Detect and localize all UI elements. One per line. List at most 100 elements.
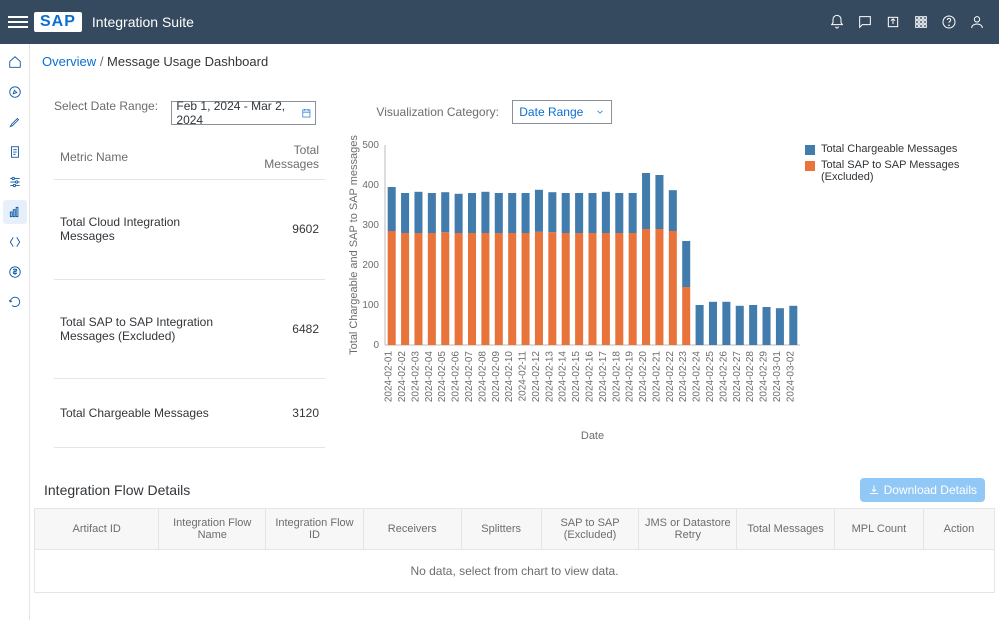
details-table-header: Artifact ID Integration Flow Name Integr…: [34, 508, 995, 550]
legend-label: Total SAP to SAP Messages (Excluded): [821, 159, 975, 183]
svg-text:2024-02-16: 2024-02-16: [585, 351, 596, 403]
breadcrumb-current: Message Usage Dashboard: [107, 54, 268, 69]
calendar-icon: [301, 107, 312, 119]
main-content: Overview / Message Usage Dashboard Selec…: [30, 44, 999, 620]
details-section-title: Integration Flow Details: [44, 482, 190, 498]
menu-toggle[interactable]: [8, 12, 28, 32]
col-header: Action: [924, 509, 994, 549]
svg-text:2024-02-02: 2024-02-02: [397, 351, 408, 403]
svg-text:300: 300: [362, 220, 379, 231]
nav-inspect-icon[interactable]: [3, 230, 27, 254]
svg-text:2024-02-25: 2024-02-25: [705, 351, 716, 403]
nav-refresh-icon[interactable]: [3, 290, 27, 314]
svg-text:2024-02-26: 2024-02-26: [718, 351, 729, 403]
svg-text:2024-02-06: 2024-02-06: [451, 351, 462, 403]
svg-text:2024-03-01: 2024-03-01: [772, 351, 783, 403]
side-nav: [0, 44, 30, 620]
help-icon[interactable]: [935, 8, 963, 36]
grid-icon[interactable]: [907, 8, 935, 36]
nav-home-icon[interactable]: [3, 50, 27, 74]
col-header: Artifact ID: [35, 509, 159, 549]
metric-name: Total Chargeable Messages: [54, 379, 243, 448]
svg-text:2024-02-12: 2024-02-12: [531, 351, 542, 403]
svg-text:2024-02-17: 2024-02-17: [598, 351, 609, 403]
download-details-label: Download Details: [884, 483, 977, 497]
share-icon[interactable]: [879, 8, 907, 36]
nav-design-icon[interactable]: [3, 110, 27, 134]
chart-container: 01002003004005002024-02-012024-02-022024…: [345, 135, 975, 448]
no-data-message: No data, select from chart to view data.: [34, 550, 995, 593]
svg-text:2024-02-28: 2024-02-28: [745, 351, 756, 403]
svg-text:2024-02-03: 2024-02-03: [410, 351, 421, 403]
metric-value: 3120: [243, 379, 325, 448]
breadcrumb: Overview / Message Usage Dashboard: [30, 50, 999, 79]
metric-value: 6482: [243, 279, 325, 379]
chart-legend: Total Chargeable Messages Total SAP to S…: [805, 135, 975, 448]
svg-text:2024-02-14: 2024-02-14: [558, 351, 569, 403]
app-title: Integration Suite: [92, 14, 194, 30]
vis-category-value: Date Range: [519, 105, 583, 119]
col-header: SAP to SAP (Excluded): [542, 509, 640, 549]
legend-item: Total Chargeable Messages: [805, 143, 975, 155]
svg-text:2024-02-09: 2024-02-09: [491, 351, 502, 403]
svg-text:2024-03-02: 2024-03-02: [785, 351, 796, 403]
date-range-picker[interactable]: Feb 1, 2024 - Mar 2, 2024: [171, 101, 316, 125]
chevron-down-icon: [595, 107, 605, 117]
bar-chart[interactable]: 01002003004005002024-02-012024-02-022024…: [345, 135, 805, 445]
svg-text:100: 100: [362, 300, 379, 311]
user-icon[interactable]: [963, 8, 991, 36]
download-details-button[interactable]: Download Details: [860, 478, 985, 502]
col-header: MPL Count: [835, 509, 924, 549]
svg-text:500: 500: [362, 140, 379, 151]
nav-document-icon[interactable]: [3, 140, 27, 164]
svg-text:2024-02-27: 2024-02-27: [732, 351, 743, 403]
metrics-table: Metric Name Total Messages Total Cloud I…: [54, 135, 325, 448]
svg-text:Date: Date: [581, 430, 604, 442]
legend-item: Total SAP to SAP Messages (Excluded): [805, 159, 975, 183]
svg-text:2024-02-13: 2024-02-13: [544, 351, 555, 403]
col-header: Integration Flow ID: [266, 509, 364, 549]
nav-settings-icon[interactable]: [3, 170, 27, 194]
svg-text:2024-02-21: 2024-02-21: [651, 351, 662, 403]
col-header: Receivers: [364, 509, 462, 549]
svg-text:2024-02-20: 2024-02-20: [638, 351, 649, 403]
table-row: Total Cloud Integration Messages 9602: [54, 180, 325, 280]
download-icon: [868, 484, 880, 496]
legend-swatch: [805, 161, 815, 171]
svg-text:2024-02-04: 2024-02-04: [424, 351, 435, 403]
date-range-label: Select Date Range:: [54, 99, 158, 113]
feedback-icon[interactable]: [851, 8, 879, 36]
col-header: JMS or Datastore Retry: [639, 509, 737, 549]
metric-value: 9602: [243, 180, 325, 280]
svg-text:2024-02-10: 2024-02-10: [504, 351, 515, 403]
sap-logo: SAP: [34, 12, 82, 32]
date-range-value: Feb 1, 2024 - Mar 2, 2024: [176, 99, 300, 127]
col-header: Splitters: [462, 509, 542, 549]
legend-swatch: [805, 145, 815, 155]
svg-text:2024-02-05: 2024-02-05: [437, 351, 448, 403]
vis-category-select[interactable]: Date Range: [512, 100, 612, 124]
nav-discover-icon[interactable]: [3, 80, 27, 104]
table-row: Total SAP to SAP Integration Messages (E…: [54, 279, 325, 379]
svg-text:2024-02-22: 2024-02-22: [665, 351, 676, 403]
svg-text:2024-02-01: 2024-02-01: [384, 351, 395, 403]
metric-name: Total SAP to SAP Integration Messages (E…: [54, 279, 243, 379]
svg-text:2024-02-24: 2024-02-24: [692, 351, 703, 403]
svg-text:2024-02-11: 2024-02-11: [518, 351, 529, 402]
col-header: Total Messages: [737, 509, 835, 549]
metric-name: Total Cloud Integration Messages: [54, 180, 243, 280]
app-header: SAP Integration Suite: [0, 0, 999, 44]
svg-text:2024-02-07: 2024-02-07: [464, 351, 475, 403]
nav-cost-icon[interactable]: [3, 260, 27, 284]
legend-label: Total Chargeable Messages: [821, 143, 957, 155]
svg-text:2024-02-15: 2024-02-15: [571, 351, 582, 403]
svg-text:2024-02-23: 2024-02-23: [678, 351, 689, 403]
svg-text:2024-02-08: 2024-02-08: [477, 351, 488, 403]
breadcrumb-root[interactable]: Overview: [42, 54, 96, 69]
nav-monitor-icon[interactable]: [3, 200, 27, 224]
bell-icon[interactable]: [823, 8, 851, 36]
svg-text:0: 0: [373, 340, 379, 351]
col-header: Integration Flow Name: [159, 509, 266, 549]
svg-text:200: 200: [362, 260, 379, 271]
svg-text:2024-02-18: 2024-02-18: [611, 351, 622, 403]
